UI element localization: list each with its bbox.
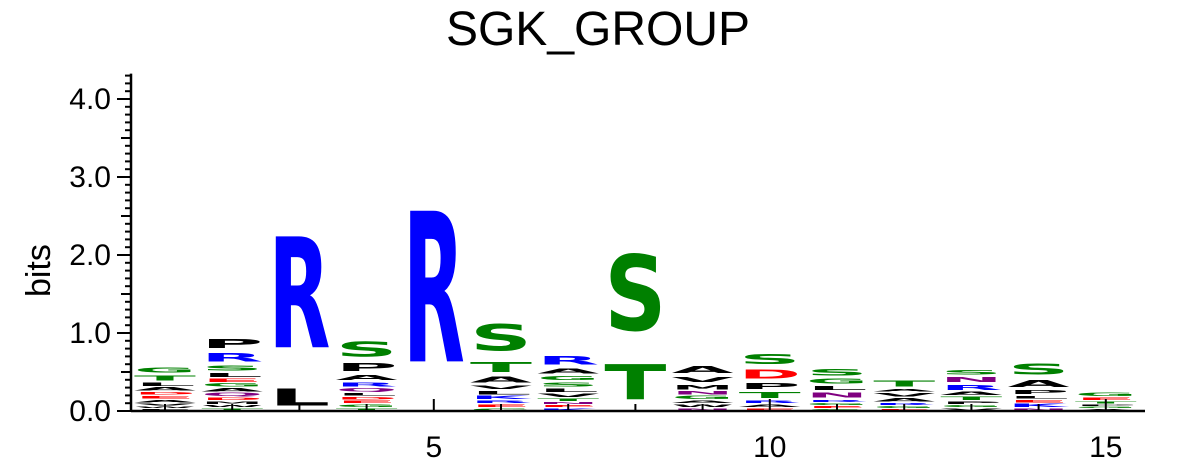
logo-letter-G: G xyxy=(672,395,734,400)
logo-letter-P: P xyxy=(336,361,398,373)
logo-letter-D: D xyxy=(336,396,398,400)
logo-letter-K: K xyxy=(470,395,532,400)
x-tick-label: 10 xyxy=(753,431,786,464)
logo-letter-S: S xyxy=(336,338,398,361)
axes-layer: 0.0 1.0 2.0 3.0 4.0 bits 5 10 15 xyxy=(20,73,1145,464)
logo-letter-R: R xyxy=(806,399,868,402)
logo-letter-S: S xyxy=(739,352,801,368)
logo-letter-S: S xyxy=(537,381,599,387)
logo-letter-M: M xyxy=(672,384,734,391)
logo-letter-T: T xyxy=(739,391,801,400)
logo-letter-L: L xyxy=(806,385,868,391)
y-tick-label: 0.0 xyxy=(69,395,111,428)
logo-letter-A: A xyxy=(134,387,196,392)
logo-letter-A: A xyxy=(537,367,599,375)
logo-letter-P: P xyxy=(1008,389,1070,395)
logo-letter-P: P xyxy=(940,401,1002,405)
logo-letter-T: T xyxy=(940,396,1002,401)
logo-letter-A: A xyxy=(672,364,734,375)
logo-letter-D: D xyxy=(739,367,801,381)
logo-letter-L: L xyxy=(470,390,532,395)
logo-letter-R: R xyxy=(336,381,398,387)
logo-letter-S: S xyxy=(806,367,868,377)
logo-letter-E: E xyxy=(134,395,196,399)
logo-letter-P: P xyxy=(201,337,263,351)
logo-letter-N: N xyxy=(672,391,734,396)
logo-letter-S: S xyxy=(940,369,1002,376)
logo-letter-V: V xyxy=(470,385,532,390)
y-tick-label: 3.0 xyxy=(69,161,111,194)
logo-letter-L: L xyxy=(201,372,263,378)
logo-letter-Q: Q xyxy=(201,392,263,397)
logo-letter-N: N xyxy=(940,376,1002,384)
logo-letter-R: R xyxy=(940,384,1002,392)
logo-letter-V: V xyxy=(672,375,734,384)
logo-letter-S: S xyxy=(470,317,532,360)
logo-letter-E: E xyxy=(201,378,263,383)
logo-letter-R: R xyxy=(403,169,465,410)
logo-letter-A: A xyxy=(873,398,935,403)
logo-letter-G: G xyxy=(806,402,868,405)
logo-letter-G: G xyxy=(134,367,196,375)
logo-letter-D: D xyxy=(134,392,196,396)
y-axis-label: bits xyxy=(20,244,58,297)
logo-letter-A: A xyxy=(672,400,734,404)
logo-letter-V: V xyxy=(537,393,599,398)
logo-letter-A: A xyxy=(940,392,1002,397)
logo-letter-G: G xyxy=(201,383,263,388)
logo-letter-G: G xyxy=(1075,392,1137,397)
y-tick-label: 4.0 xyxy=(69,83,111,116)
logo-letter-S: S xyxy=(1008,361,1070,378)
logo-letter-L: L xyxy=(336,392,398,396)
logo-letter-P: P xyxy=(739,381,801,390)
y-tick-label: 1.0 xyxy=(69,317,111,350)
logo-letter-L: L xyxy=(537,388,599,393)
logo-letter-L: L xyxy=(1008,395,1070,399)
logo-letter-S: S xyxy=(201,364,263,372)
logo-letter-R: R xyxy=(268,206,330,383)
logo-letter-G: G xyxy=(537,375,599,381)
logo-letter-A: A xyxy=(201,388,263,393)
logo-letter-D: D xyxy=(201,397,263,401)
logo-letter-T: T xyxy=(470,360,532,375)
logo-letter-R: R xyxy=(470,400,532,404)
logo-letter-M: M xyxy=(201,401,263,405)
chart-title: SGK_GROUP xyxy=(445,3,751,56)
logo-letter-N: N xyxy=(806,392,868,400)
logo-letter-R: R xyxy=(537,354,599,367)
logo-letter-A: A xyxy=(1008,378,1070,389)
logo-letter-E: E xyxy=(336,400,398,404)
logo-letter-L: L xyxy=(134,382,196,387)
logo-letter-Q: Q xyxy=(336,388,398,393)
logo-letter-A: A xyxy=(336,374,398,382)
letters-layer: FWVAEDALTGTWMDQAGELSRPLRTGEDLQRAPSRGERKL… xyxy=(134,169,1137,411)
logo-letter-T: T xyxy=(604,356,667,411)
logo-letter-A: A xyxy=(134,399,196,403)
logo-letter-A: A xyxy=(470,375,532,384)
logo-letter-E: E xyxy=(1075,397,1137,401)
logo-letter-S: S xyxy=(604,236,666,356)
logo-letter-E: E xyxy=(1008,399,1070,403)
x-tick-label: 5 xyxy=(425,431,442,464)
logo-letter-T: T xyxy=(873,379,935,388)
logo-letter-R: R xyxy=(201,351,263,364)
logo-letter-T: T xyxy=(134,374,196,382)
logo-letter-V: V xyxy=(873,392,935,397)
logo-letter-G: G xyxy=(806,377,868,385)
logo-letter-T: T xyxy=(537,398,599,402)
logo-letter-A: A xyxy=(873,388,935,392)
x-tick-label: 15 xyxy=(1089,431,1122,464)
logo-letter-N: N xyxy=(537,402,599,405)
y-tick-label: 2.0 xyxy=(69,239,111,272)
